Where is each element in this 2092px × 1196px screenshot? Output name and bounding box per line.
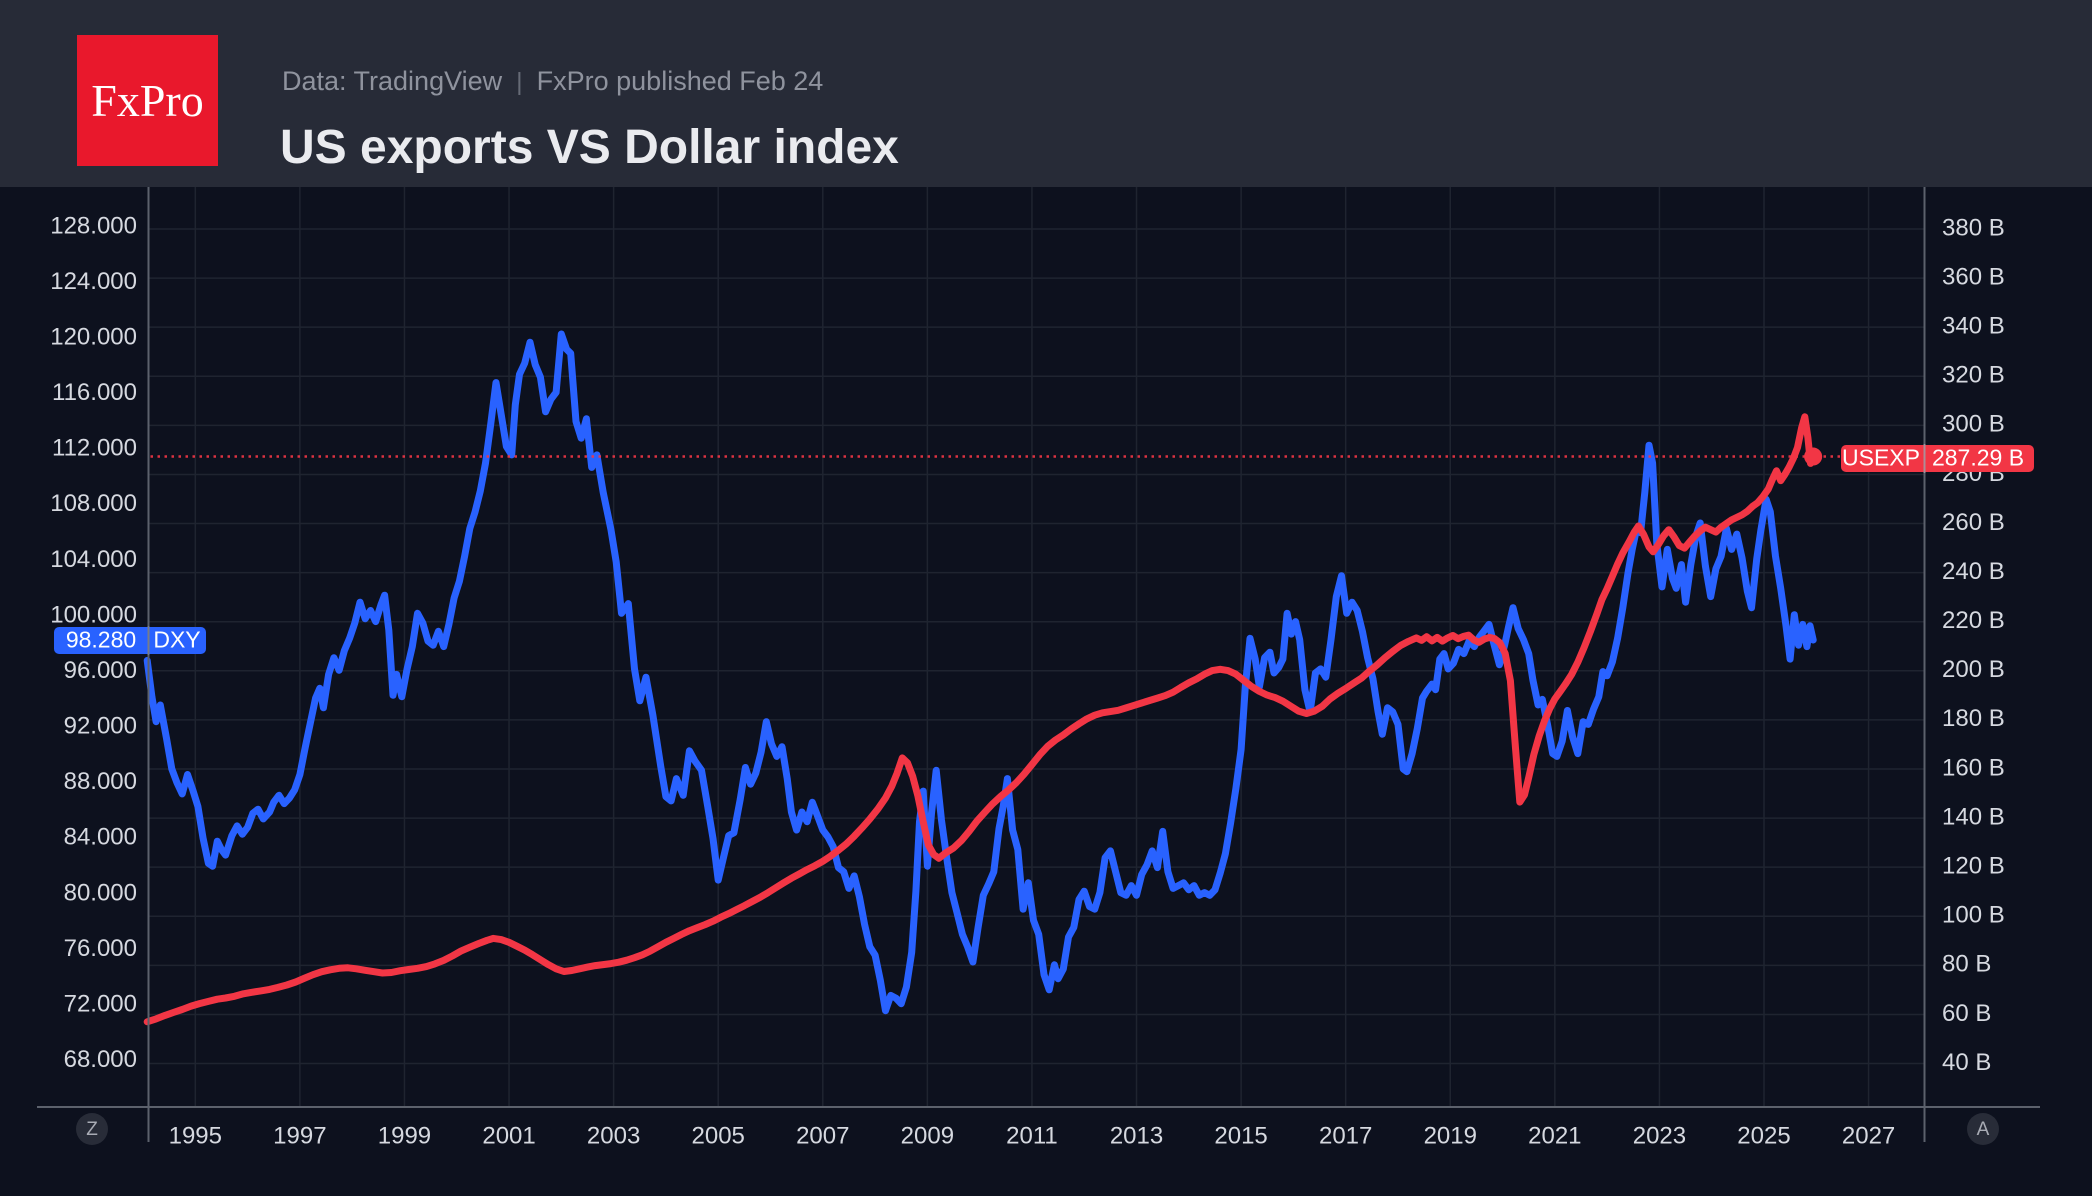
usexp-end-marker (1804, 447, 1823, 466)
timezone-button-label: Z (86, 1119, 98, 1140)
axis-label: 2017 (1319, 1122, 1372, 1149)
chart-plot-area[interactable] (149, 187, 1925, 1107)
axis-label: 1999 (378, 1122, 431, 1149)
axis-label: 300 B (1942, 411, 2005, 438)
axis-label: 2021 (1528, 1122, 1581, 1149)
axis-label: 240 B (1942, 558, 2005, 585)
fxpro-logo: FxPro (77, 35, 218, 166)
axis-label: 340 B (1942, 313, 2005, 340)
axis-label: 2019 (1424, 1122, 1477, 1149)
axis-label: 2001 (482, 1122, 535, 1149)
axis-label: 160 B (1942, 754, 2005, 781)
vertical-gridlines (194, 187, 1870, 1107)
axis-label: 260 B (1942, 509, 2005, 536)
header-bar: FxPro Data: TradingView | FxPro published … (0, 0, 2092, 187)
axis-label: 200 B (1942, 656, 2005, 683)
axis-label: 2025 (1737, 1122, 1790, 1149)
left-axis-labels: 128.000 124.000 120.000 116.000 112.000 108.0… (50, 212, 137, 1073)
x-axis-year-labels: 1995 1997 1999 2001 2003 2005 2007 2009 2011 2013… (169, 1122, 1896, 1149)
axis-label: 2003 (587, 1122, 640, 1149)
axis-label: 120.000 (50, 324, 137, 351)
axis-label: 88.000 (64, 768, 137, 795)
axis-label: 2009 (901, 1122, 954, 1149)
axis-label: 220 B (1942, 607, 2005, 634)
axis-label: 2027 (1842, 1122, 1895, 1149)
axis-label: 124.000 (50, 268, 137, 295)
axis-label: 120 B (1942, 853, 2005, 880)
dxy-line (143, 330, 1817, 1015)
axis-label: 100.000 (50, 601, 137, 628)
axis-label: 2023 (1633, 1122, 1686, 1149)
axis-label: 80 B (1942, 951, 1991, 978)
axis-label: 84.000 (64, 824, 137, 851)
data-source-label: Data: TradingView (282, 66, 503, 96)
axis-label: 2005 (692, 1122, 745, 1149)
axis-label: 2007 (796, 1122, 849, 1149)
usexp-series-tag: USEXP (1842, 445, 1920, 471)
axis-label: 180 B (1942, 705, 2005, 732)
chart-subtitle: Data: TradingView | FxPro published Feb 24 (282, 66, 823, 97)
subtitle-separator: | (516, 68, 523, 96)
axis-label: 380 B (1942, 214, 2005, 241)
axis-label: 320 B (1942, 362, 2005, 389)
axis-label: 96.000 (64, 657, 137, 684)
axis-label: 72.000 (64, 990, 137, 1017)
dxy-value-label: 98.280 (66, 627, 136, 653)
axis-label: 76.000 (64, 935, 137, 962)
published-label: FxPro published Feb 24 (536, 66, 824, 96)
axis-label: 108.000 (50, 490, 137, 517)
axis-label: 2015 (1214, 1122, 1267, 1149)
axis-lines (37, 187, 2040, 1142)
axis-label: 2013 (1110, 1122, 1163, 1149)
auto-scale-button[interactable]: A (1967, 1113, 1999, 1145)
axis-label: 1997 (273, 1122, 326, 1149)
usexp-value-label: 287.29 B (1932, 445, 2024, 471)
dxy-series-tag: DXY (153, 627, 200, 653)
dxy-price-badge: 98.280 DXY (54, 626, 206, 655)
axis-label: 1995 (169, 1122, 222, 1149)
axis-label: 60 B (1942, 1000, 1991, 1027)
axis-label: 360 B (1942, 263, 2005, 290)
axis-label: 112.000 (52, 435, 137, 462)
auto-scale-button-label: A (1977, 1119, 1990, 1140)
axis-label: 2011 (1006, 1122, 1058, 1149)
axis-label: 128.000 (50, 212, 137, 239)
axis-label: 100 B (1942, 902, 2005, 929)
page-title: US exports VS Dollar index (280, 121, 899, 174)
usexp-price-badge: USEXP 287.29 B (1841, 444, 2034, 473)
axis-label: 92.000 (64, 713, 137, 740)
axis-label: 80.000 (64, 879, 137, 906)
axis-label: 104.000 (50, 546, 137, 573)
axis-label: 140 B (1942, 803, 2005, 830)
axis-label: 116.000 (52, 379, 137, 406)
axis-label: 68.000 (64, 1046, 137, 1073)
usexp-line (143, 413, 1817, 1026)
axis-label: 40 B (1942, 1049, 1991, 1076)
timezone-button[interactable]: Z (76, 1113, 108, 1145)
